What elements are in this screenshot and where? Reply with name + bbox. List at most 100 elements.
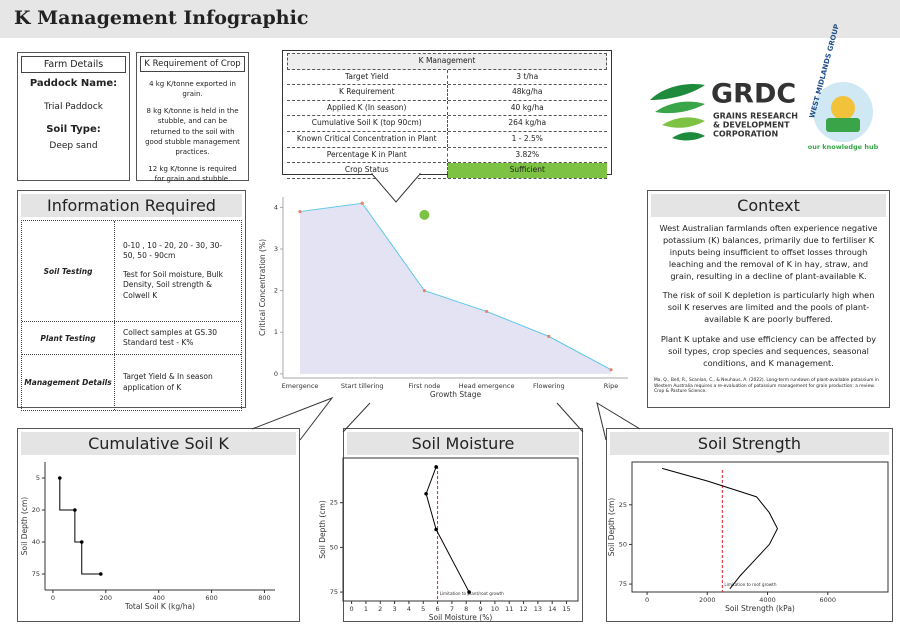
x-tick-label: 13 [534, 605, 542, 613]
callout-pointer [370, 173, 422, 203]
page-title: K Management Infographic [14, 7, 309, 29]
panel-title: Farm Details [21, 56, 126, 73]
logo-subtitle: CORPORATION [713, 130, 778, 139]
point [98, 572, 103, 576]
point [547, 334, 551, 338]
row-label: Target Yield [287, 69, 448, 85]
point [298, 209, 302, 214]
logo-leaf [672, 132, 705, 141]
farm-details-panel: Farm Details Paddock Name: Trial Paddock… [17, 52, 130, 181]
row-value: 3.82% [515, 149, 540, 159]
x-tick-label: 15 [562, 605, 570, 613]
note: 8 kg K/tonne is held in the stubble, and… [145, 107, 240, 156]
x-tick-label: 400 [152, 594, 164, 602]
x-axis-title: Soil Moisture (%) [429, 613, 493, 622]
point [58, 476, 62, 480]
x-axis-title: Growth Stage [430, 390, 482, 399]
information-table: Soil Testing 0-10 , 10 - 20, 20 - 30, 30-… [21, 220, 242, 411]
row-details: Target Yield & In season application of … [115, 355, 241, 410]
detail: Target Yield & In season application of … [123, 372, 213, 392]
x-tick-label: Start tillering [341, 382, 384, 390]
row-label: Plant Testing [22, 322, 115, 354]
detail: 0-10 , 10 - 20, 20 - 30, 30-50, 50 - 90c… [123, 240, 223, 261]
logo-leaf [650, 83, 705, 100]
field-value: Deep sand [49, 141, 98, 151]
table-row: Soil Testing 0-10 , 10 - 20, 20 - 30, 30-… [22, 221, 241, 322]
logo-field [826, 118, 860, 132]
point [419, 209, 430, 220]
row-label: Soil Testing [22, 221, 115, 321]
wmg-logo [813, 82, 873, 142]
x-tick-label: 14 [548, 605, 556, 613]
table-row: Crop Status Sufficient [287, 163, 607, 179]
point [422, 289, 426, 293]
k-management-panel: K Management Target Yield 3 t/ha K Require… [282, 50, 612, 179]
step-line [59, 478, 101, 575]
point [79, 540, 84, 544]
row-value: 3 t/ha [516, 71, 539, 81]
field-value: Trial Paddock [44, 102, 103, 112]
information-required-panel: Information Required Soil Testing 0-10 , … [17, 190, 246, 411]
callout-line [596, 401, 641, 441]
y-axis-title: Critical Concentration (%) [258, 239, 267, 336]
table-title: K Management [418, 56, 476, 65]
soil-strength-panel: Soil Strength [606, 428, 893, 622]
table-row: K Requirement 48kg/ha [287, 85, 607, 101]
x-tick-label: 600 [205, 594, 217, 602]
y-tick-label: 50 [619, 540, 627, 548]
row-label: K Requirement [287, 85, 448, 100]
table-row: Percentage K in Plant 3.82% [287, 147, 607, 164]
y-tick-label: 25 [330, 499, 338, 507]
callout-line [342, 402, 371, 433]
point [73, 508, 77, 512]
point [485, 309, 489, 314]
note: 4 kg K/tonne exported in grain. [149, 80, 236, 99]
point [424, 491, 428, 496]
x-tick-label: 12 [519, 605, 527, 613]
row-label: Management Details [22, 355, 115, 410]
table-row: Known Critical Concentration in Plant 1 -… [287, 131, 607, 148]
x-tick-label: 800 [258, 594, 270, 602]
plot-frame [631, 461, 889, 593]
panel-title: K Requirement of Crop [140, 56, 245, 72]
x-axis-title: Total Soil K (kg/ha) [124, 602, 195, 611]
point [434, 527, 438, 532]
x-tick-label: 200 [100, 594, 112, 602]
callout-line [556, 402, 584, 433]
y-tick-label: 2 [274, 287, 278, 295]
x-tick-label: 4 [407, 605, 411, 613]
callout-line [251, 396, 334, 441]
x-tick-label: 2000 [699, 596, 716, 604]
plot-frame [342, 457, 579, 602]
paragraph: The risk of soil K depletion is particul… [662, 290, 875, 325]
panel-title: Soil Moisture [347, 432, 579, 455]
x-tick-label: 7 [450, 605, 454, 613]
row-value: Sufficient [447, 163, 607, 178]
area [300, 203, 611, 374]
x-tick-label: 0 [51, 594, 55, 602]
y-tick-label: 25 [619, 501, 627, 509]
citation: Ma, Q., Bell, R., Scanlan, C., & Neuhaus… [654, 377, 879, 395]
panel-title: Information Required [21, 194, 242, 217]
row-value: 40 kg/ha [510, 102, 544, 112]
table-row: Management Details Target Yield & In seas… [22, 355, 241, 410]
y-axis-title: Soil Depth (cm) [20, 497, 29, 555]
logo-sun [831, 96, 855, 120]
note: 12 kg K/tonne is required for grain and … [148, 164, 237, 184]
logo-tagline: our knowledge hub [808, 143, 879, 151]
row-label: Cumulative Soil K (top 90cm) [287, 116, 448, 131]
row-label: Percentage K in Plant [287, 147, 448, 163]
y-tick-label: 1 [274, 328, 278, 336]
logo-leaf [662, 117, 705, 128]
row-label: Known Critical Concentration in Plant [287, 131, 448, 147]
x-axis-title: Soil Strength (kPa) [725, 604, 795, 613]
logo-wordmark: GRDC [711, 79, 796, 110]
k-management-table: Target Yield 3 t/ha K Requirement 48kg/ha Ap… [287, 69, 607, 179]
row-value: 1 - 2.5% [511, 133, 543, 143]
x-tick-label: 9 [478, 605, 482, 613]
table-row: Cumulative Soil K (top 90cm) 264 kg/ha [287, 116, 607, 132]
logo-subtitle: GRAINS RESEARCH [713, 112, 798, 121]
x-tick-label: 3 [393, 605, 397, 613]
x-tick-label: 6 [436, 605, 440, 613]
